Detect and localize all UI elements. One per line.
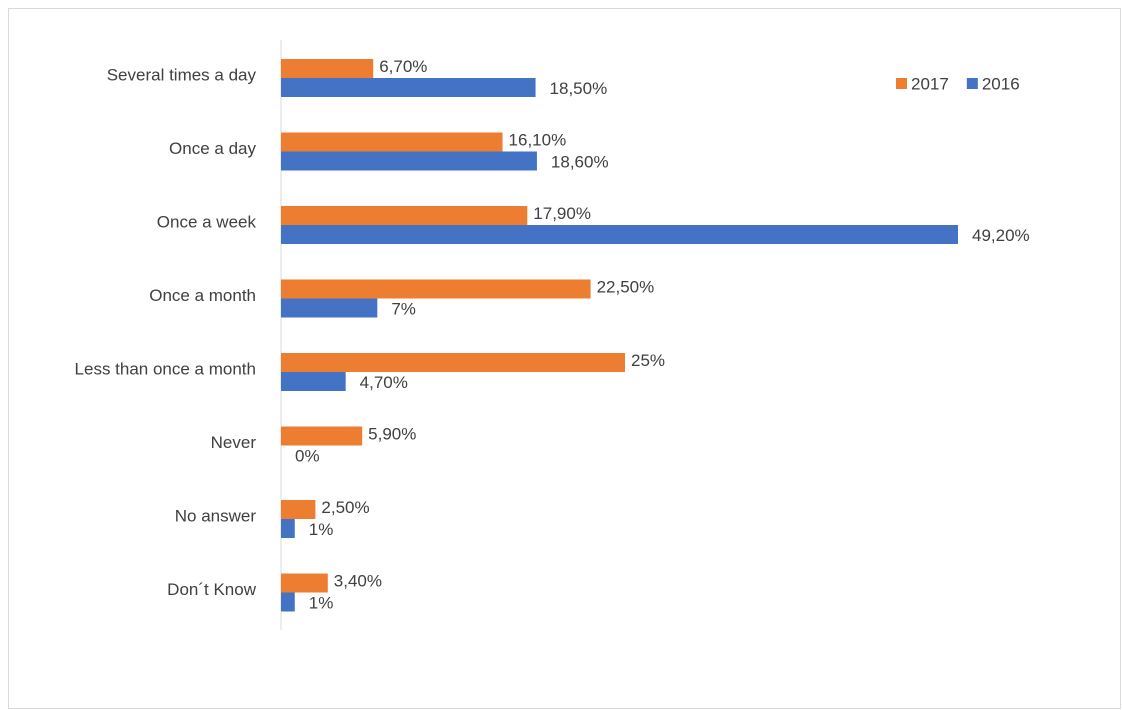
bar [281, 353, 625, 372]
data-label: 18,50% [550, 79, 608, 98]
data-label: 1% [309, 520, 334, 539]
legend-label: 2016 [982, 74, 1020, 93]
bar [281, 298, 378, 318]
bar [281, 225, 958, 244]
data-label: 16,10% [509, 130, 567, 149]
category-label: Never [211, 433, 257, 452]
data-label: 3,40% [334, 571, 382, 590]
data-label: 17,90% [533, 204, 591, 223]
bar [281, 519, 295, 538]
bar [281, 132, 503, 152]
bar [281, 78, 536, 97]
data-label: 22,50% [597, 277, 655, 296]
category-label: Once a month [149, 286, 256, 305]
bar [281, 372, 346, 391]
data-label: 25% [631, 351, 665, 370]
data-label: 7% [391, 299, 416, 318]
bar [281, 151, 537, 171]
data-label: 1% [309, 593, 334, 612]
data-label: 18,60% [551, 152, 609, 171]
bar [281, 59, 374, 78]
data-label: 4,70% [360, 373, 408, 392]
bar [281, 279, 591, 299]
legend-label: 2017 [911, 74, 949, 93]
category-label: Don´t Know [167, 580, 257, 599]
category-label: Less than once a month [75, 359, 256, 378]
category-label: Once a day [169, 139, 256, 158]
bar [281, 573, 328, 593]
data-label: 2,50% [321, 498, 369, 517]
category-label: No answer [175, 506, 257, 525]
data-label: 49,20% [972, 226, 1030, 245]
data-label: 6,70% [379, 57, 427, 76]
legend-swatch [966, 78, 978, 89]
data-label: 0% [295, 446, 320, 465]
bar [281, 500, 316, 519]
bar [281, 206, 528, 225]
bar [281, 426, 363, 446]
bar [281, 592, 295, 612]
legend-swatch [896, 78, 907, 89]
category-label: Once a week [157, 212, 257, 231]
data-label: 5,90% [368, 424, 416, 443]
category-label: Several times a day [107, 65, 257, 84]
